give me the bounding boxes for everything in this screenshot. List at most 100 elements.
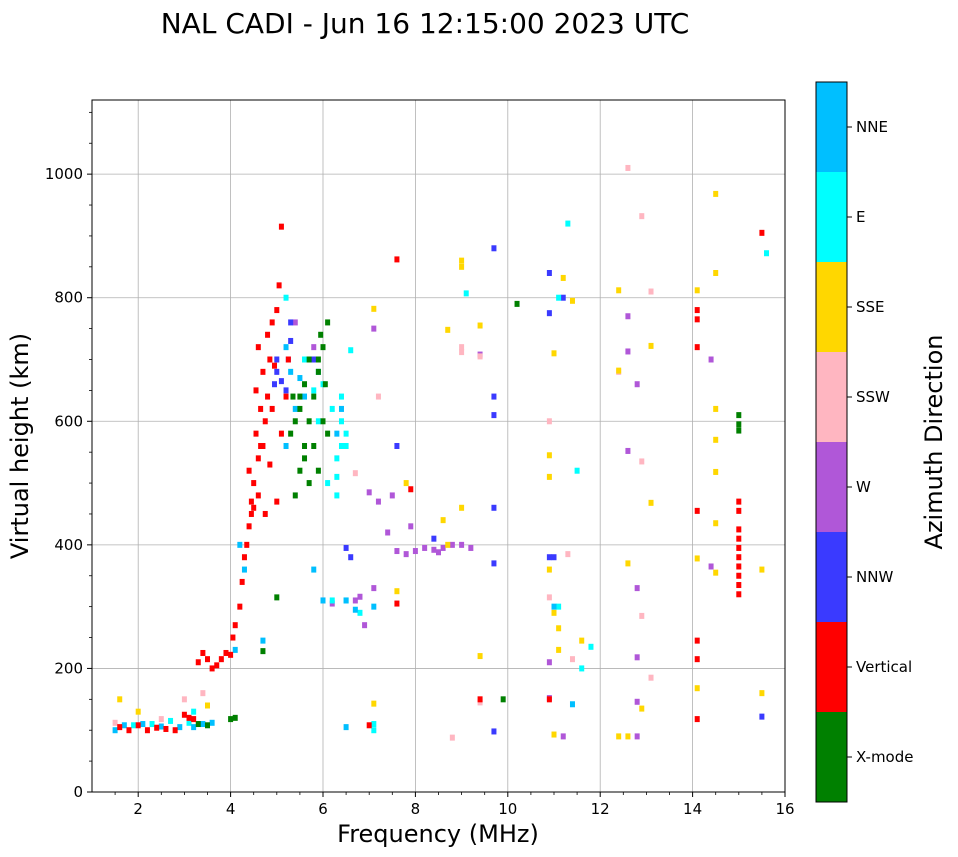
data-point-vertical (144, 727, 150, 734)
data-point-x-mode (260, 648, 266, 655)
data-point-nnw (491, 728, 497, 735)
data-point-nnw (394, 443, 400, 449)
data-point-vertical (172, 727, 178, 734)
data-point-e (131, 722, 137, 729)
data-point-sse (371, 700, 377, 707)
data-point-e (186, 719, 192, 726)
data-point-sse (713, 468, 719, 475)
data-point-ssw (648, 674, 654, 681)
data-point-vertical (248, 510, 254, 517)
data-point-nnw (491, 412, 497, 419)
data-point-w (408, 523, 414, 530)
data-point-w (468, 544, 474, 551)
data-point-e (168, 717, 174, 724)
data-point-w (634, 585, 640, 592)
data-point-e (343, 430, 349, 437)
data-point-w (634, 698, 640, 705)
data-point-e (302, 356, 308, 363)
data-point-w (708, 563, 714, 570)
data-point-nnw (288, 337, 294, 344)
data-point-x-mode (205, 722, 210, 729)
colorbar-segment (816, 532, 847, 622)
data-point-sse (556, 625, 562, 632)
data-point-sse (117, 696, 123, 703)
colorbar-segment (816, 172, 847, 262)
colorbar-label: X-mode (856, 748, 913, 766)
colorbar-label: SSW (856, 388, 890, 406)
data-point-sse (546, 473, 552, 480)
data-point-vertical (269, 319, 275, 326)
data-point-x-mode (306, 480, 312, 487)
data-point-nne (112, 727, 118, 734)
data-point-sse (713, 190, 719, 197)
data-point-x-mode (318, 331, 324, 338)
data-point-e (334, 455, 340, 462)
data-point-vertical (195, 659, 201, 666)
data-point-w (366, 489, 372, 496)
data-point-x-mode (297, 467, 303, 474)
data-point-nne (177, 724, 183, 731)
data-point-sse (371, 305, 377, 312)
data-point-e (149, 721, 155, 728)
data-point-nne (311, 566, 317, 573)
data-point-x-mode (290, 393, 296, 400)
colorbar-segment (816, 262, 847, 352)
data-point-vertical (191, 716, 197, 723)
data-point-vertical (163, 725, 169, 732)
data-point-vertical (278, 430, 284, 437)
data-point-nne (200, 721, 206, 728)
data-point-x-mode (292, 418, 298, 425)
data-point-w (422, 544, 428, 551)
data-point-x-mode (325, 430, 331, 437)
data-point-w (329, 600, 335, 607)
data-point-w (371, 325, 377, 332)
data-point-sse (440, 517, 446, 524)
data-point-ssw (459, 344, 465, 351)
colorbar-label: NNE (856, 118, 888, 136)
data-point-vertical (262, 510, 268, 517)
data-point-x-mode (302, 443, 308, 449)
data-point-nnw (546, 554, 552, 561)
data-point-ssw (569, 656, 575, 663)
data-point-w (389, 492, 395, 499)
colorbar-segment (816, 622, 847, 712)
data-point-w (560, 733, 566, 740)
data-point-nne (302, 393, 308, 400)
y-axis-label: Virtual height (km) (6, 333, 34, 559)
data-points (112, 164, 770, 741)
data-point-vertical (262, 418, 268, 425)
data-point-e (329, 597, 335, 604)
data-point-nne (320, 597, 326, 604)
data-point-vertical (246, 467, 252, 474)
data-point-vertical (694, 316, 700, 323)
data-point-w (634, 733, 640, 740)
data-point-vertical (265, 393, 271, 400)
x-tick-label: 10 (498, 800, 517, 818)
data-point-e (334, 473, 340, 480)
data-point-nnw (491, 560, 497, 567)
data-point-vertical (246, 523, 252, 530)
data-point-ssw (375, 393, 381, 400)
data-point-sse (713, 520, 719, 527)
data-point-vertical (736, 554, 742, 561)
data-point-vertical (237, 603, 243, 610)
y-axis: 0 200 400 600 800 1000 (45, 111, 92, 801)
data-point-vertical (736, 535, 742, 542)
y-tick-label: 200 (54, 659, 83, 677)
data-point-nne (283, 443, 289, 449)
data-point-ssw (352, 470, 358, 477)
data-point-x-mode (297, 405, 303, 412)
data-point-sse (616, 733, 622, 740)
grid-lines (92, 100, 785, 792)
data-point-x-mode (288, 430, 294, 437)
data-point-nnw (283, 387, 289, 394)
data-point-sse (551, 609, 557, 616)
data-point-vertical (694, 716, 700, 723)
data-point-nne (343, 724, 349, 731)
data-point-x-mode (302, 381, 308, 388)
data-point-x-mode (228, 716, 234, 723)
data-point-x-mode (195, 721, 201, 728)
data-point-ssw (477, 699, 483, 706)
data-point-w (292, 319, 298, 326)
data-point-nnw (546, 310, 552, 317)
